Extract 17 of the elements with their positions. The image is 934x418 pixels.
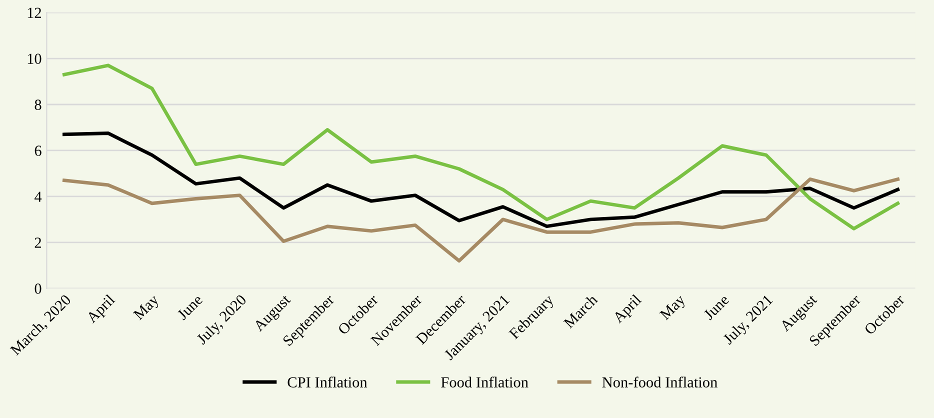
x-tick-label: June — [176, 294, 204, 320]
x-tick-label: June — [703, 294, 730, 320]
y-tick-label: 0 — [34, 284, 42, 294]
x-tick-label: May — [659, 294, 688, 323]
y-tick-label: 8 — [34, 100, 42, 110]
legend-label: Non-food Inflation — [602, 376, 718, 388]
legend-label: Food Inflation — [441, 376, 528, 388]
y-tick-label: 2 — [34, 238, 41, 248]
line-series — [62, 177, 900, 263]
y-tick-label: 4 — [34, 192, 42, 202]
legend-label: CPI Inflation — [288, 376, 368, 388]
y-tick-label: 6 — [34, 146, 42, 156]
y-tick-label: 12 — [28, 8, 41, 18]
line-series — [62, 132, 900, 228]
line-series — [62, 64, 900, 230]
x-tick-label: May — [132, 294, 162, 323]
y-tick-label: 10 — [28, 54, 42, 64]
